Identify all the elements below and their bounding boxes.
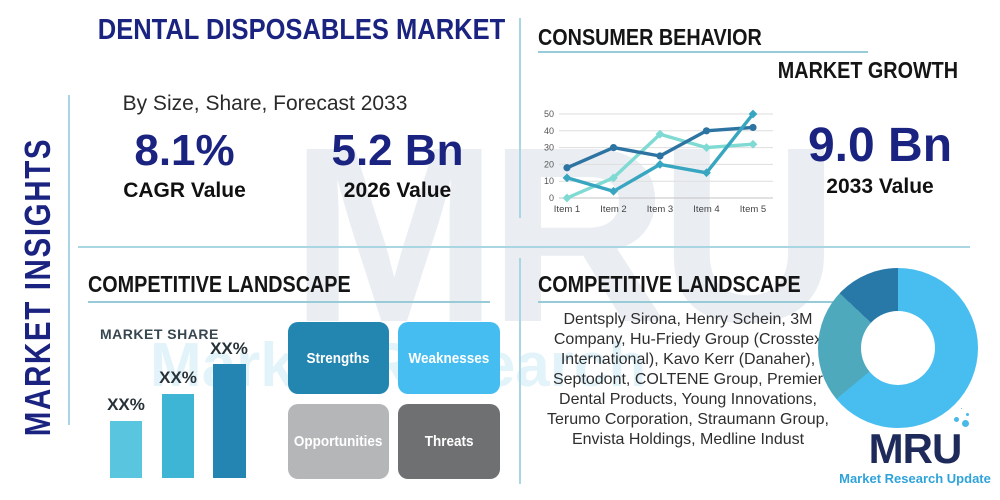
donut-chart [818,268,978,428]
swot-matrix: Strengths Weaknesses Opportunities Threa… [288,322,500,479]
sidebar-divider [68,95,70,425]
swot-strengths-label: Strengths [306,349,370,367]
swot-opportunities-box: Opportunities [288,404,389,479]
y-tick-label: 20 [544,159,554,169]
swot-threats-label: Threats [424,433,474,450]
teal-series-marker [655,160,665,169]
competitive-landscape-left-heading: COMPETITIVE LANDSCAPE [88,271,351,297]
light-teal-series-marker [748,139,758,149]
market-growth-heading: MARKET GROWTH [777,57,958,83]
swot-strengths-box: Strengths [288,322,389,394]
swot-opportunities-label: Opportunities [294,433,383,450]
bar-value-label: XX% [159,368,197,387]
background-watermark-logo: MRU [290,95,839,374]
x-tick-label: Item 4 [693,204,719,215]
light-teal-series-marker [562,193,572,203]
base-year-value: 5.2 Bn [331,126,464,175]
horizontal-divider [78,246,970,248]
y-tick-label: 30 [544,143,554,153]
dark-blue-series-marker [749,123,757,132]
dark-blue-series-marker [702,127,711,135]
teal-series-marker [702,168,711,178]
mru-logo-subtext: Market Research Update [839,471,991,486]
splash-dots-icon [962,420,970,427]
forecast-stat: 9.0 Bn 2033 Value [790,118,970,199]
market-share-label: MARKET SHARE [100,326,219,342]
bar-value-label: XX% [107,395,145,414]
swot-weaknesses-label: Weaknesses [408,349,490,367]
consumer-behavior-heading: CONSUMER BEHAVIOR [538,24,762,50]
swot-weaknesses-box: Weaknesses [398,322,500,394]
y-tick-label: 50 [544,109,554,119]
forecast-label: 2033 Value [826,175,934,199]
swot-threats-box: Threats [398,404,500,479]
teal-series-marker [609,186,618,196]
cagr-stat: 8.1% CAGR Value [102,126,267,203]
x-tick-label: Item 1 [554,204,580,215]
teal-series-marker [748,109,758,119]
top-center-divider [519,18,521,218]
forecast-value: 9.0 Bn [807,119,953,172]
consumer-behavior-underline [538,51,868,53]
base-year-stat: 5.2 Bn 2026 Value [315,126,480,203]
cagr-label: CAGR Value [123,178,246,202]
competitive-landscape-right-heading: COMPETITIVE LANDSCAPE [538,271,801,297]
mru-logo-text: MRU [868,425,963,472]
market-insights-vertical-label: MARKET INSIGHTS [17,137,58,437]
mru-logo-mark: MRU [868,420,970,472]
dark-blue-series-marker [656,152,664,160]
donut-hole [861,311,935,385]
competitive-landscape-left-underline [88,301,490,303]
dark-blue-series-marker [609,144,618,152]
y-tick-label: 40 [544,126,554,136]
teal-series-marker [562,173,572,183]
y-tick-label: 10 [544,176,554,186]
company-list: Dentsply Sirona, Henry Schein, 3M Compan… [547,311,829,448]
page-title: DENTAL DISPOSABLES MARKET [97,14,506,46]
x-tick-label: Item 5 [740,204,766,215]
competitive-landscape-right-underline [538,301,871,303]
bar-3 [213,364,246,478]
cagr-value: 8.1% [134,126,235,175]
bar-2 [162,394,194,478]
x-tick-label: Item 2 [600,204,626,215]
light-teal-series-marker [702,143,711,152]
page-subtitle: By Size, Share, Forecast 2033 [122,92,408,115]
market-growth-line-chart: 0 10 20 30 40 50 Item 1 Item 2 Item 3 Item 4 Item … [544,109,773,215]
bottom-center-divider [519,258,521,484]
dark-blue-series-marker [563,164,571,172]
bar-1 [110,421,142,478]
mru-logo: MRU Market Research Update [835,420,995,486]
y-tick-label: 0 [549,193,554,203]
light-teal-series-marker [655,129,665,139]
x-tick-label: Item 3 [647,204,673,215]
light-teal-series-marker [609,173,618,183]
bar-value-label: XX% [210,339,248,358]
base-year-label: 2026 Value [343,178,452,202]
